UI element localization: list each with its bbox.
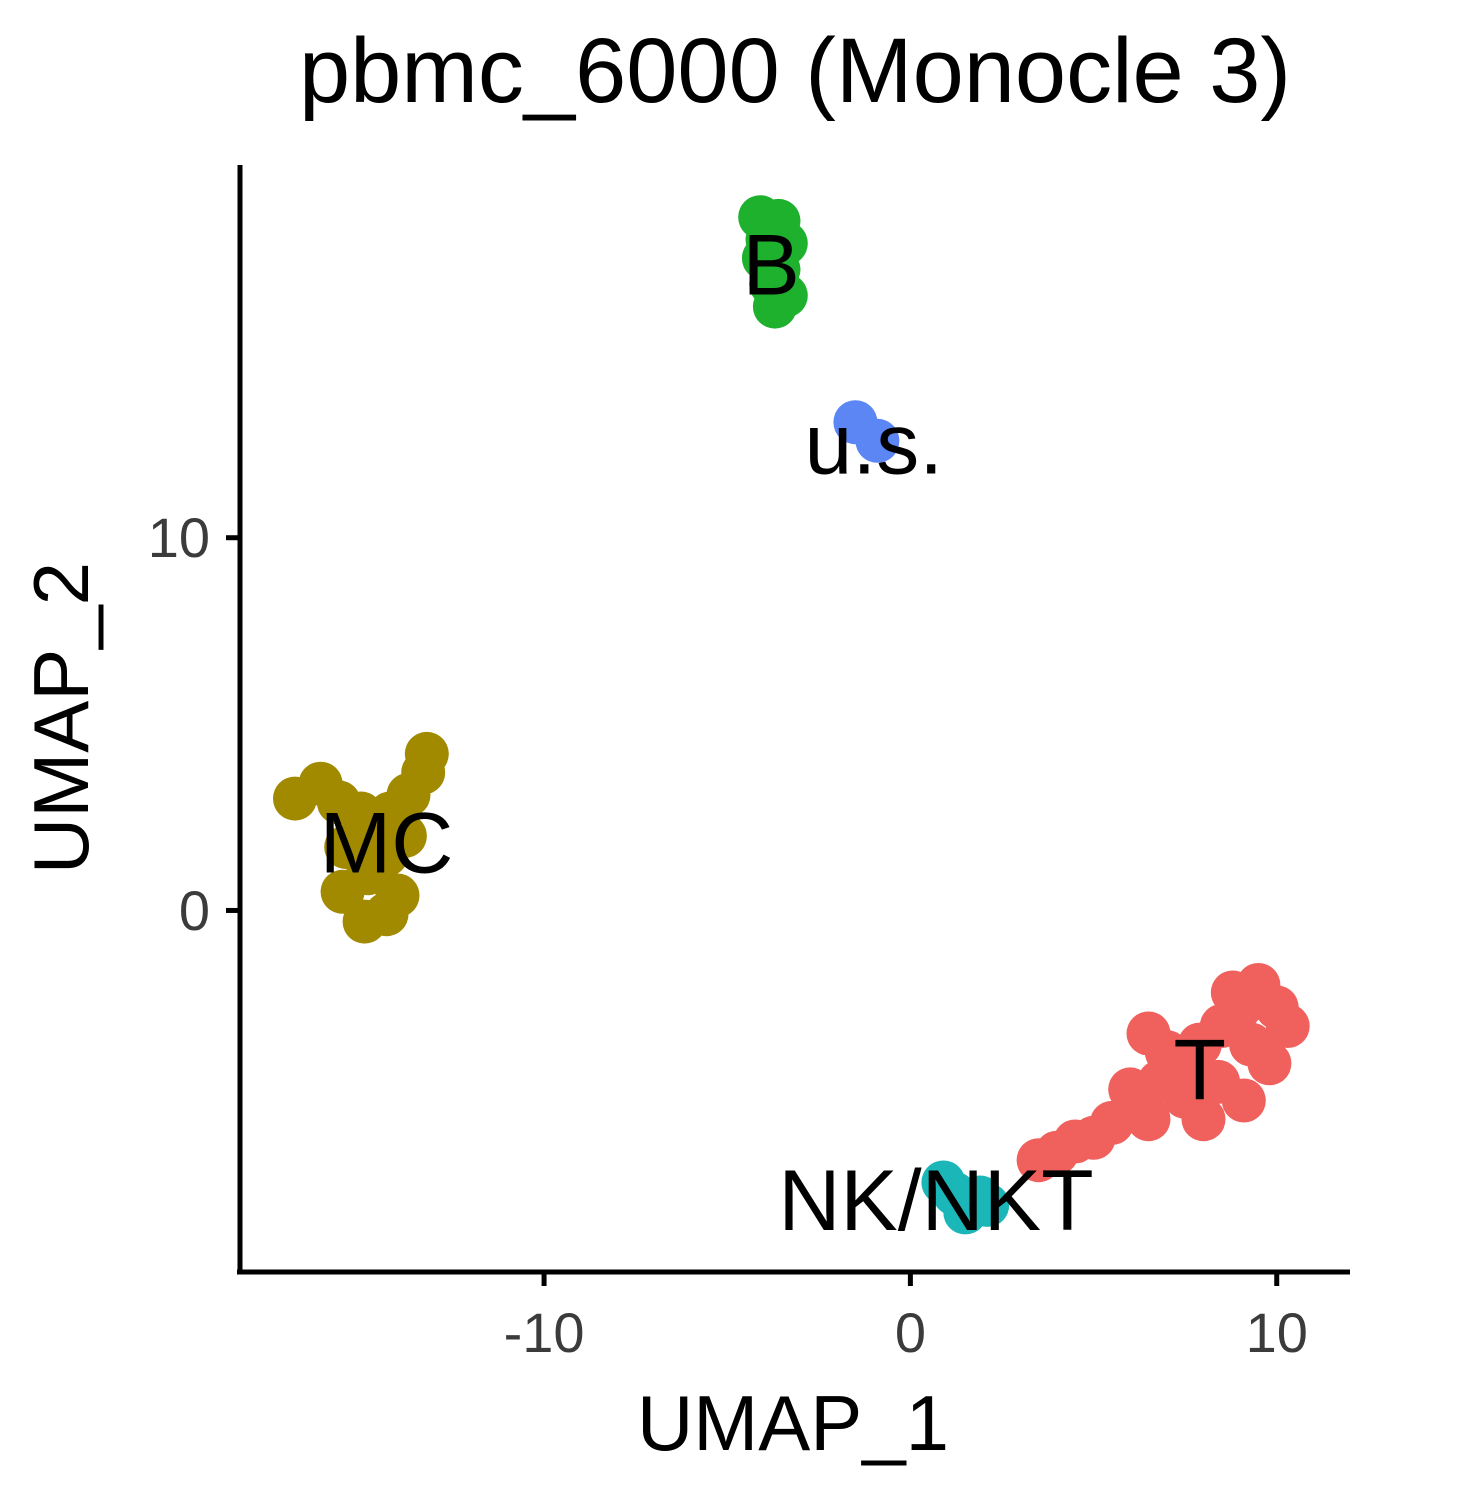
y-tick-label: 10 bbox=[148, 506, 210, 569]
chart-title: pbmc_6000 (Monocle 3) bbox=[299, 20, 1291, 122]
x-tick-label: 10 bbox=[1246, 1301, 1308, 1364]
y-axis-label: UMAP_2 bbox=[17, 562, 105, 874]
data-point bbox=[1108, 1067, 1153, 1112]
series-b bbox=[738, 195, 808, 329]
x-tick-label: -10 bbox=[504, 1301, 585, 1364]
x-axis-label: UMAP_1 bbox=[637, 1379, 949, 1467]
data-point bbox=[1229, 1022, 1274, 1067]
data-point bbox=[1265, 1004, 1310, 1048]
data-point bbox=[752, 284, 797, 329]
cluster-label: u.s. bbox=[804, 397, 943, 493]
data-point bbox=[1210, 970, 1255, 1015]
cluster-label: B bbox=[743, 218, 800, 314]
data-point bbox=[375, 873, 420, 918]
data-point bbox=[855, 418, 900, 463]
series-u-s- bbox=[833, 400, 900, 463]
cluster-labels: T MC Bu.s. NK/NKT bbox=[320, 218, 1226, 1250]
cluster-label: T bbox=[1174, 1023, 1227, 1119]
cluster-label: MC bbox=[320, 795, 454, 891]
x-tick-label: 0 bbox=[895, 1301, 926, 1364]
data-point bbox=[324, 825, 369, 870]
points-layer bbox=[273, 195, 1310, 1235]
data-point bbox=[965, 1182, 1010, 1227]
cluster-label: NK/NKT bbox=[778, 1153, 1093, 1249]
data-point bbox=[1126, 1011, 1171, 1056]
axes: -10 0 10 0 10 bbox=[148, 506, 1308, 1364]
series-mc bbox=[273, 731, 449, 944]
data-point bbox=[1071, 1115, 1116, 1160]
data-point bbox=[1196, 1059, 1241, 1104]
series-t bbox=[1016, 963, 1310, 1183]
data-point bbox=[404, 731, 449, 776]
y-tick-label: 0 bbox=[179, 879, 210, 942]
data-point bbox=[1163, 1074, 1208, 1119]
series-nk-nkt bbox=[921, 1160, 1010, 1235]
data-point bbox=[1034, 1130, 1079, 1175]
